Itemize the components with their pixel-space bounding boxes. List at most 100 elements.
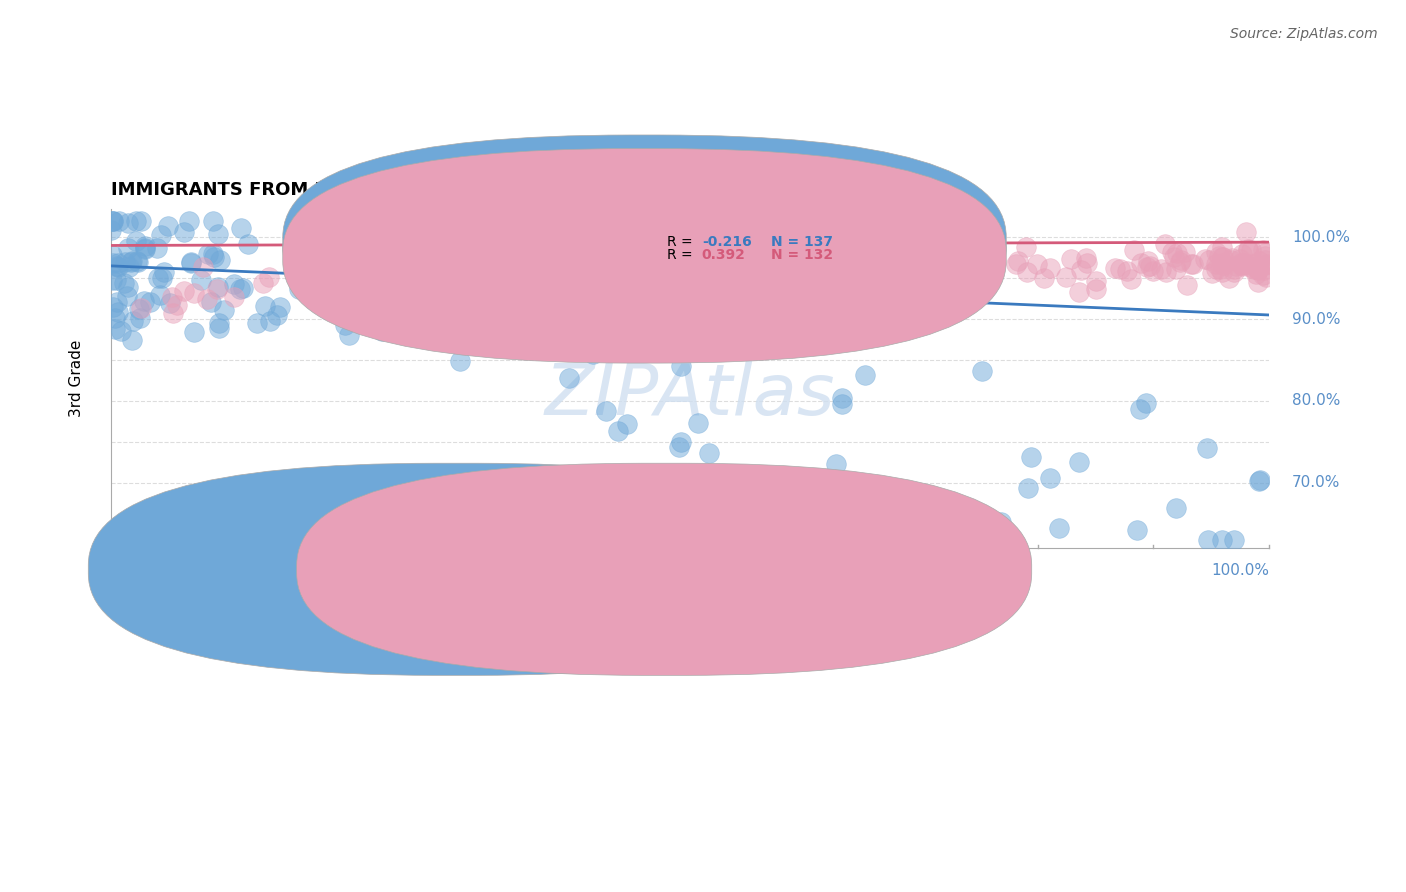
Point [582, 347, 605, 361]
Point [616, 264, 638, 278]
Point [1170, 252, 1192, 267]
Point [229, 221, 252, 235]
Point [117, 289, 139, 303]
Point [408, 300, 430, 314]
Point [160, 290, 183, 304]
Point [1249, 474, 1271, 488]
Text: R =: R = [666, 249, 697, 262]
Point [1219, 253, 1241, 268]
Point [101, 273, 124, 287]
Point [1116, 264, 1139, 278]
Point [910, 258, 932, 272]
Point [107, 255, 129, 269]
Point [1129, 402, 1152, 417]
Point [970, 364, 993, 378]
Point [688, 416, 710, 430]
Point [149, 288, 172, 302]
Point [449, 353, 471, 368]
Point [150, 270, 173, 285]
Point [350, 259, 373, 273]
Point [1084, 282, 1107, 296]
Point [153, 265, 176, 279]
Point [957, 257, 980, 271]
Point [402, 298, 425, 312]
Text: Source: ZipAtlas.com: Source: ZipAtlas.com [1230, 27, 1378, 41]
Point [337, 327, 360, 342]
Point [128, 301, 150, 316]
Point [668, 440, 690, 454]
Point [823, 253, 845, 268]
Point [195, 292, 218, 306]
Point [1256, 257, 1278, 271]
Point [202, 251, 225, 265]
Point [180, 256, 202, 270]
Point [1039, 260, 1062, 275]
Point [1205, 244, 1227, 259]
Point [100, 214, 122, 228]
Point [121, 333, 143, 347]
Point [555, 261, 578, 276]
Point [475, 328, 498, 343]
Point [675, 235, 697, 249]
FancyBboxPatch shape [283, 135, 1007, 350]
Point [132, 293, 155, 308]
Text: R =: R = [666, 235, 697, 249]
Text: IMMIGRANTS FROM MEXICO VS SIOUX 3RD GRADE CORRELATION CHART: IMMIGRANTS FROM MEXICO VS SIOUX 3RD GRAD… [111, 181, 842, 199]
Point [1212, 256, 1234, 270]
Text: 3rd Grade: 3rd Grade [69, 340, 84, 417]
Text: Immigrants from Mexico: Immigrants from Mexico [447, 568, 633, 583]
Point [108, 214, 131, 228]
Point [408, 268, 430, 282]
Point [371, 324, 394, 338]
Point [156, 219, 179, 233]
Point [1254, 258, 1277, 272]
Text: 0.392: 0.392 [702, 249, 745, 262]
Point [1108, 261, 1130, 276]
Point [1223, 264, 1246, 278]
Point [1070, 263, 1092, 277]
Point [183, 286, 205, 301]
Point [121, 254, 143, 268]
Point [1211, 533, 1233, 547]
Point [837, 273, 859, 287]
Point [1218, 271, 1240, 285]
Point [1237, 242, 1260, 256]
Point [1243, 261, 1265, 276]
Point [197, 247, 219, 261]
Point [1247, 263, 1270, 277]
Point [1164, 501, 1187, 516]
Point [104, 311, 127, 326]
Point [388, 316, 411, 330]
Point [288, 282, 311, 296]
Point [336, 268, 359, 282]
Point [460, 314, 482, 328]
Point [329, 273, 352, 287]
Point [1247, 275, 1270, 289]
Point [207, 227, 229, 241]
Point [121, 314, 143, 328]
Point [671, 359, 693, 374]
Point [266, 308, 288, 322]
Point [107, 305, 129, 319]
Point [238, 237, 260, 252]
Point [173, 225, 195, 239]
Point [127, 255, 149, 269]
Point [146, 242, 169, 256]
Point [679, 290, 702, 304]
Point [146, 270, 169, 285]
Point [252, 277, 274, 291]
Point [1166, 246, 1188, 260]
Point [460, 325, 482, 339]
Point [1025, 257, 1047, 271]
Point [180, 255, 202, 269]
Point [162, 306, 184, 320]
Point [1233, 256, 1256, 270]
Point [637, 284, 659, 298]
Point [1230, 258, 1253, 272]
Point [128, 311, 150, 326]
Point [1220, 252, 1243, 266]
Point [1084, 274, 1107, 288]
Text: 70.0%: 70.0% [1292, 475, 1340, 490]
Point [557, 371, 579, 385]
Point [105, 259, 128, 273]
